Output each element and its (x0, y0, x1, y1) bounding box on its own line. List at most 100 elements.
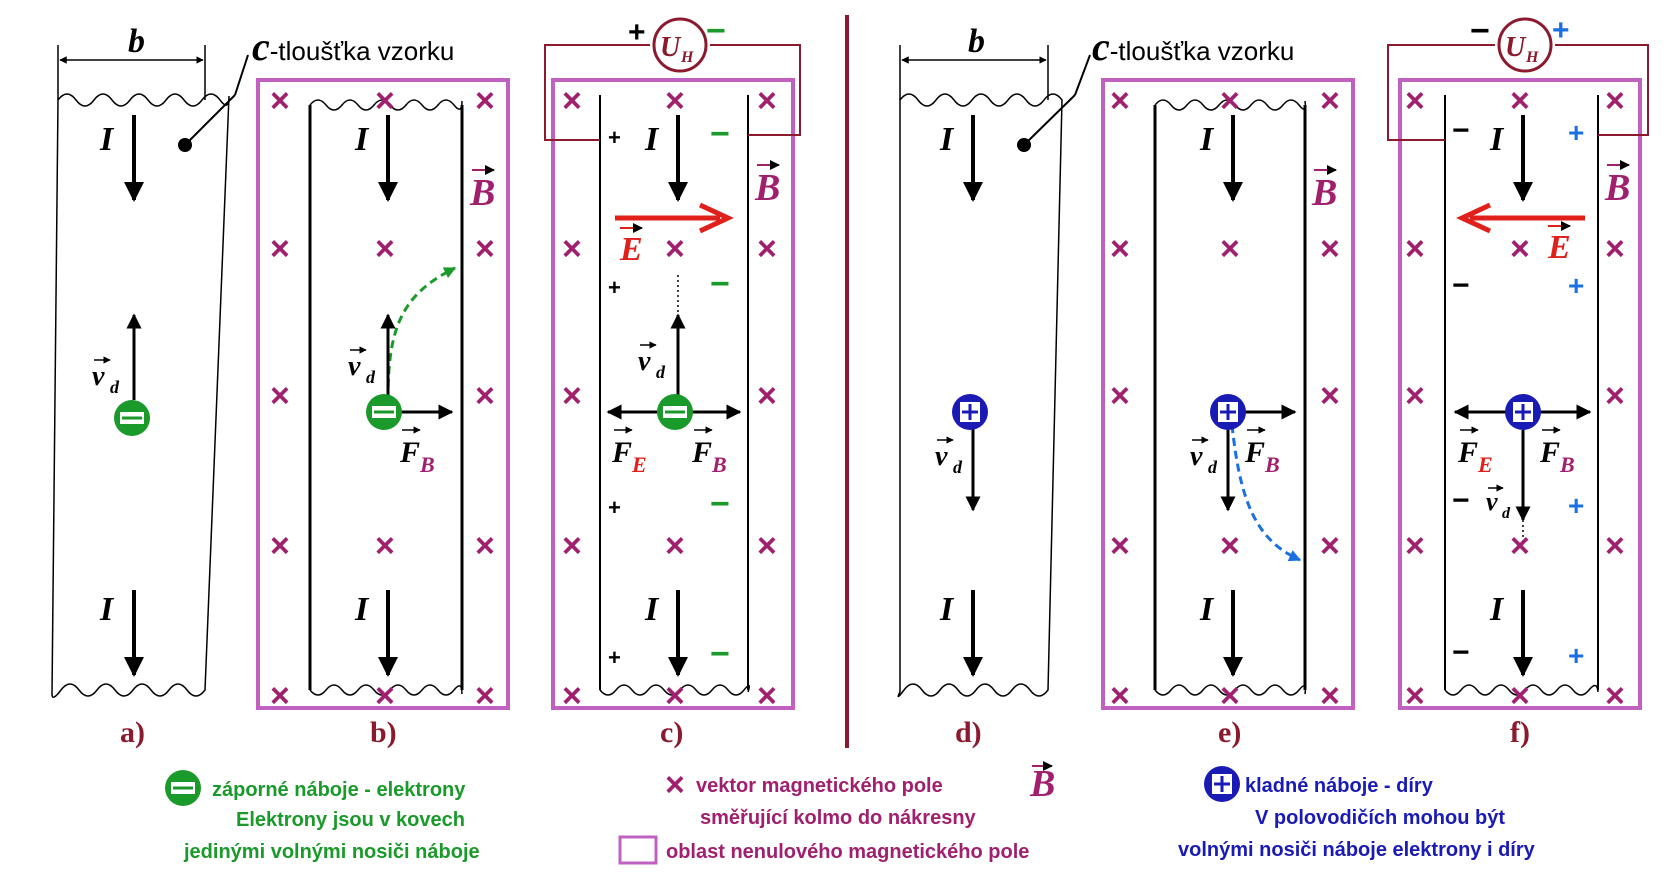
force-b-label-c: F (691, 436, 712, 469)
velocity-label-b: v (348, 351, 361, 382)
panel-e: I I B v d F B e) (1101, 78, 1355, 749)
deflection-path-e (1230, 424, 1302, 562)
current-label-d-top: I (939, 121, 955, 158)
field-cross-3-3-2: × (1605, 527, 1625, 565)
field-cross-0-3-2: × (475, 527, 495, 565)
field-cross-3-3-1: × (1510, 527, 1530, 565)
hall-plus-f: + (1552, 14, 1570, 47)
field-label-b: B (469, 172, 495, 214)
current-label-e-bottom: I (1199, 591, 1215, 628)
hole-d (952, 394, 988, 430)
field-cross-0-4-0: × (270, 677, 290, 715)
field-cross-1-0-0: × (562, 82, 582, 120)
current-label-a-bottom: I (99, 591, 115, 628)
field-cross-3-1-1: × (1510, 230, 1530, 268)
field-cross-3-0-2: × (1605, 82, 1625, 120)
force-e-label-c: F (611, 436, 632, 469)
current-label-d-bottom: I (939, 591, 955, 628)
field-cross-3-0-0: × (1405, 82, 1425, 120)
field-cross-0-3-1: × (375, 527, 395, 565)
field-cross-2-4-0: × (1110, 677, 1130, 715)
field-cross-3-0-1: × (1510, 82, 1530, 120)
velocity-label-c: v (638, 346, 651, 377)
field-cross-3-2-2: × (1605, 377, 1625, 415)
panel-b: I I B v d F B b) (256, 78, 510, 749)
svg-text:+: + (1568, 270, 1584, 301)
field-cross-0-4-2: × (475, 677, 495, 715)
svg-text:d: d (953, 457, 963, 477)
current-label-b-bottom: I (354, 591, 370, 628)
svg-text:−: − (1452, 269, 1470, 302)
legend-region-text: oblast nenulového magnetického pole (666, 841, 1029, 863)
field-region-e (1101, 78, 1355, 710)
svg-text:−: − (710, 635, 730, 673)
field-cross-2-0-1: × (1220, 82, 1240, 120)
current-label-c-bottom: I (644, 591, 660, 628)
current-label-e-top: I (1199, 121, 1215, 158)
svg-text:B: B (419, 452, 435, 477)
svg-text:H: H (680, 49, 694, 66)
svg-text:+: + (608, 125, 621, 150)
legend-hole-line1: kladné náboje - díry (1245, 775, 1434, 797)
svg-text:H: H (1525, 49, 1539, 66)
velocity-label-d: v (935, 441, 948, 472)
field-cross-1-3-0: × (562, 527, 582, 565)
current-label-a-top: I (99, 121, 115, 158)
svg-text:−: − (1452, 114, 1470, 147)
field-cross-1-4-2: × (757, 677, 777, 715)
field-cross-3-1-2: × (1605, 230, 1625, 268)
field-cross-3-4-2: × (1605, 677, 1625, 715)
field-cross-0-1-0: × (270, 230, 290, 268)
field-region-f (1398, 78, 1642, 710)
svg-text:−: − (710, 485, 730, 523)
legend-field-line1: vektor magnetického pole (696, 775, 943, 797)
field-cross-0-2-2: × (475, 377, 495, 415)
width-label-a: b (128, 23, 145, 60)
field-cross-1-4-0: × (562, 677, 582, 715)
hall-circuit-f (1387, 44, 1649, 141)
field-cross-3-3-0: × (1405, 527, 1425, 565)
e-field-label-c: E (619, 231, 643, 268)
field-cross-2-4-1: × (1220, 677, 1240, 715)
svg-text:d: d (1208, 457, 1218, 477)
panel-label-d: d) (955, 716, 982, 749)
panel-label-b: b) (370, 716, 397, 749)
field-cross-marks: × × × × × × × × × × × × × × × × × × × × × × × × × × × × × × × × × × × × × × × ×… (270, 82, 1625, 715)
svg-text:U: U (1505, 32, 1527, 63)
legend-electron-line3: jedinými volnými nosiči náboje (183, 841, 480, 863)
field-cross-0-0-1: × (375, 82, 395, 120)
velocity-label-e: v (1190, 441, 1203, 472)
hall-circuit-c (544, 44, 801, 141)
svg-text:+: + (1568, 490, 1584, 521)
svg-text:+: + (608, 645, 621, 670)
field-cross-2-1-2: × (1320, 230, 1340, 268)
field-cross-2-2-2: × (1320, 377, 1340, 415)
field-cross-1-1-1: × (665, 230, 685, 268)
svg-text:B: B (711, 452, 727, 477)
force-b-label-f: F (1539, 436, 1560, 469)
panel-c: U H + − I I B E v d F E F B + + + (544, 12, 801, 749)
field-cross-0-2-0: × (270, 377, 290, 415)
hole-e (1210, 394, 1246, 430)
force-e-label-f: F (1457, 436, 1478, 469)
thickness-pointer-dot-d (1017, 138, 1031, 152)
field-cross-3-1-0: × (1405, 230, 1425, 268)
panel-a: b I I v d a) (51, 23, 249, 749)
field-cross-0-1-1: × (375, 230, 395, 268)
field-cross-0-3-0: × (270, 527, 290, 565)
field-region-b (256, 78, 510, 710)
field-cross-1-4-1: × (665, 677, 685, 715)
field-cross-2-1-1: × (1220, 230, 1240, 268)
field-cross-2-0-2: × (1320, 82, 1340, 120)
field-cross-2-2-0: × (1110, 377, 1130, 415)
panel-d: b I I v d d) (897, 23, 1091, 749)
width-label-d: b (968, 23, 985, 60)
hole-f (1505, 394, 1541, 430)
svg-text:−: − (710, 265, 730, 303)
legend-hole-line3: volnými nosiči náboje elektrony i díry (1178, 839, 1536, 861)
field-cross-1-2-0: × (562, 377, 582, 415)
hall-voltmeter-f (1497, 17, 1553, 73)
field-cross-1-1-0: × (562, 230, 582, 268)
field-label-e: B (1311, 172, 1337, 214)
